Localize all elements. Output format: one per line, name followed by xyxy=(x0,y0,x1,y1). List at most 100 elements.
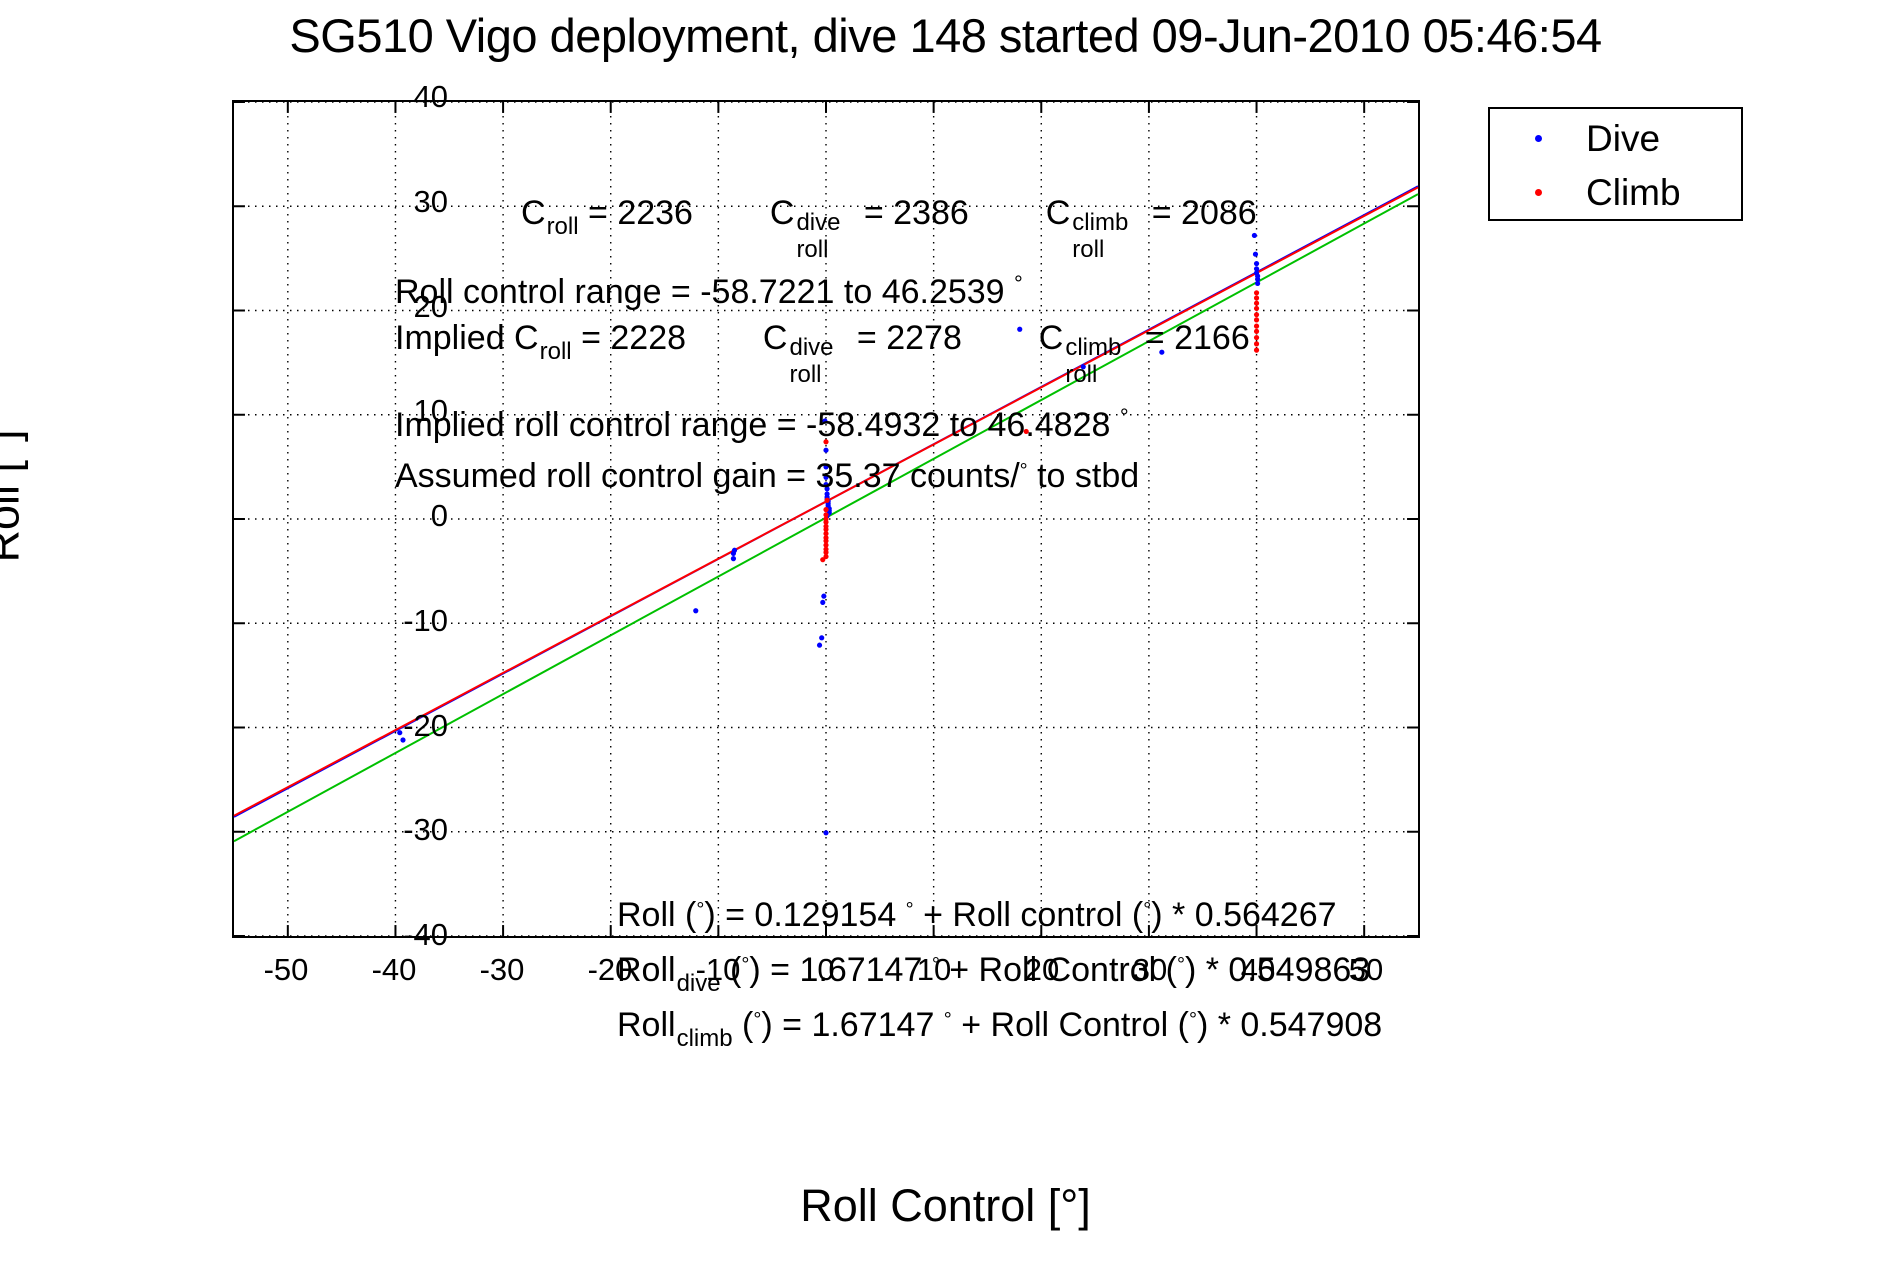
roll-control-range-text: Roll control range = -58.7221 to 46.2539 xyxy=(395,273,1015,312)
c-roll-climb-subscript: roll xyxy=(1072,236,1105,263)
c-roll-subscript: roll xyxy=(546,213,579,241)
c-roll-dive-value: = 2386 xyxy=(854,194,969,232)
implied-c-roll-symbol: Implied C xyxy=(395,319,539,357)
equation-all-slope: ) * 0.564267 xyxy=(1151,896,1337,934)
degree-symbol: ° xyxy=(931,954,940,976)
c-roll-symbol: C xyxy=(521,194,546,232)
x-tick-label: 40 xyxy=(1240,952,1276,987)
equation-climb-pre: Roll xyxy=(617,1006,676,1044)
annotation-gain: Assumed roll control gain = 35.37 counts… xyxy=(395,459,1139,493)
equation-all-mid: + Roll control ( xyxy=(913,896,1144,934)
legend: Dive Climb xyxy=(1488,107,1743,221)
c-roll-dive-subscript: roll xyxy=(796,236,829,263)
y-tick-label: 40 xyxy=(413,79,448,114)
y-tick-label: -30 xyxy=(403,812,448,848)
x-tick-label: 30 xyxy=(1132,952,1168,987)
y-tick-label: 10 xyxy=(413,393,448,429)
degree-symbol: ° xyxy=(1143,899,1152,921)
legend-item-dive[interactable]: Dive xyxy=(1490,113,1741,163)
dot-icon xyxy=(1534,134,1542,142)
legend-label-climb: Climb xyxy=(1586,171,1681,213)
equation-all-pre: Roll ( xyxy=(617,896,697,934)
c-roll-climb-symbol: C xyxy=(1045,194,1071,232)
x-axis-label-text: Roll Control [°] xyxy=(800,1180,1091,1231)
implied-dive-superscript: dive xyxy=(789,334,834,361)
y-tick-label: -20 xyxy=(403,707,448,743)
legend-item-climb[interactable]: Climb xyxy=(1490,167,1741,217)
equation-climb-slope: ) * 0.547908 xyxy=(1196,1006,1383,1044)
y-tick-label: 0 xyxy=(430,498,448,533)
implied-dive-subscript: roll xyxy=(789,361,822,388)
dot-icon xyxy=(1534,188,1542,196)
degree-symbol: ° xyxy=(943,1009,952,1031)
annotation-implied-range: Implied roll control range = -58.4932 to… xyxy=(395,406,1129,443)
legend-marker-climb xyxy=(1490,188,1586,196)
legend-marker-dive xyxy=(1490,134,1586,142)
equation-all: Roll (°) = 0.129154 ° + Roll control (°)… xyxy=(617,898,1337,932)
x-tick-label: 20 xyxy=(1024,952,1060,987)
x-tick-label: 50 xyxy=(1348,952,1384,987)
legend-label-dive: Dive xyxy=(1586,117,1661,159)
data-layer xyxy=(234,102,1418,936)
equation-climb-subscript: climb xyxy=(676,1025,733,1053)
x-axis-label: Roll Control [°] xyxy=(0,1180,1891,1232)
x-tick-label: 0 xyxy=(817,952,835,987)
x-tick-label: 10 xyxy=(916,952,952,987)
implied-climb-value: = 2166 xyxy=(1135,319,1250,357)
degree-symbol: ° xyxy=(741,954,750,976)
degree-symbol: ° xyxy=(1019,460,1028,482)
degree-symbol: ° xyxy=(1176,954,1185,976)
equation-dive-pre: Roll xyxy=(617,951,676,989)
y-axis-label: Roll [°] xyxy=(0,429,30,562)
plot-area xyxy=(232,100,1420,938)
implied-dive-value: = 2278 xyxy=(847,319,962,357)
x-tick-label: -50 xyxy=(263,952,309,987)
equation-climb: Rollclimb (°) = 1.67147 ° + Roll Control… xyxy=(617,1008,1382,1051)
implied-climb-superscript: climb xyxy=(1065,334,1122,361)
x-tick-label: -20 xyxy=(587,952,633,987)
implied-climb-subscript: roll xyxy=(1065,361,1098,388)
y-tick-label: 30 xyxy=(413,183,448,219)
equation-dive-mid: + Roll Control ( xyxy=(939,951,1177,989)
implied-c-roll-value: = 2228 xyxy=(571,319,687,357)
equation-dive-open: ( xyxy=(720,951,742,989)
equation-all-intercept: ) = 0.129154 xyxy=(704,896,906,934)
gain-text-pre: Assumed roll control gain = 35.37 counts… xyxy=(395,457,1020,495)
x-tick-label: -30 xyxy=(479,952,525,987)
implied-dive-symbol: C xyxy=(762,319,788,357)
page-title: SG510 Vigo deployment, dive 148 started … xyxy=(289,9,1602,62)
degree-symbol: ° xyxy=(753,1009,762,1031)
c-roll-climb-value: = 2086 xyxy=(1142,194,1257,232)
equation-dive-intercept: ) = 1.67147 xyxy=(749,951,932,989)
c-roll-value: = 2236 xyxy=(578,194,693,232)
y-tick-label: 20 xyxy=(413,288,448,324)
implied-c-roll-subscript: roll xyxy=(539,338,572,366)
degree-symbol: ° xyxy=(1014,271,1023,296)
degree-symbol: ° xyxy=(1188,1009,1197,1031)
grid-layer xyxy=(234,101,1418,937)
equation-climb-open: ( xyxy=(732,1006,754,1044)
annotation-implied-c-roll: Implied Croll = 2228 xyxy=(395,319,687,364)
equation-climb-mid: + Roll Control ( xyxy=(951,1006,1189,1044)
c-roll-dive-superscript: dive xyxy=(796,209,841,236)
equation-dive: Rolldive (°) = 1.67147 ° + Roll Control … xyxy=(617,953,1370,996)
equation-dive-slope: ) * 0.549863 xyxy=(1184,951,1371,989)
y-tick-label: -40 xyxy=(403,917,448,952)
c-roll-dive-symbol: C xyxy=(769,194,795,232)
annotation-c-roll: Croll = 2236 xyxy=(521,194,693,239)
equation-climb-intercept: ) = 1.67147 xyxy=(761,1006,944,1044)
degree-symbol: ° xyxy=(905,899,914,921)
y-tick-label: -10 xyxy=(403,602,448,638)
equation-dive-subscript: dive xyxy=(676,970,721,998)
y-axis-label-text: Roll [°] xyxy=(0,429,29,563)
x-tick-label: -40 xyxy=(371,952,417,987)
c-roll-climb-superscript: climb xyxy=(1072,209,1129,236)
degree-symbol: ° xyxy=(696,899,705,921)
annotation-roll-control-range: Roll control range = -58.7221 to 46.2539… xyxy=(395,271,1023,312)
